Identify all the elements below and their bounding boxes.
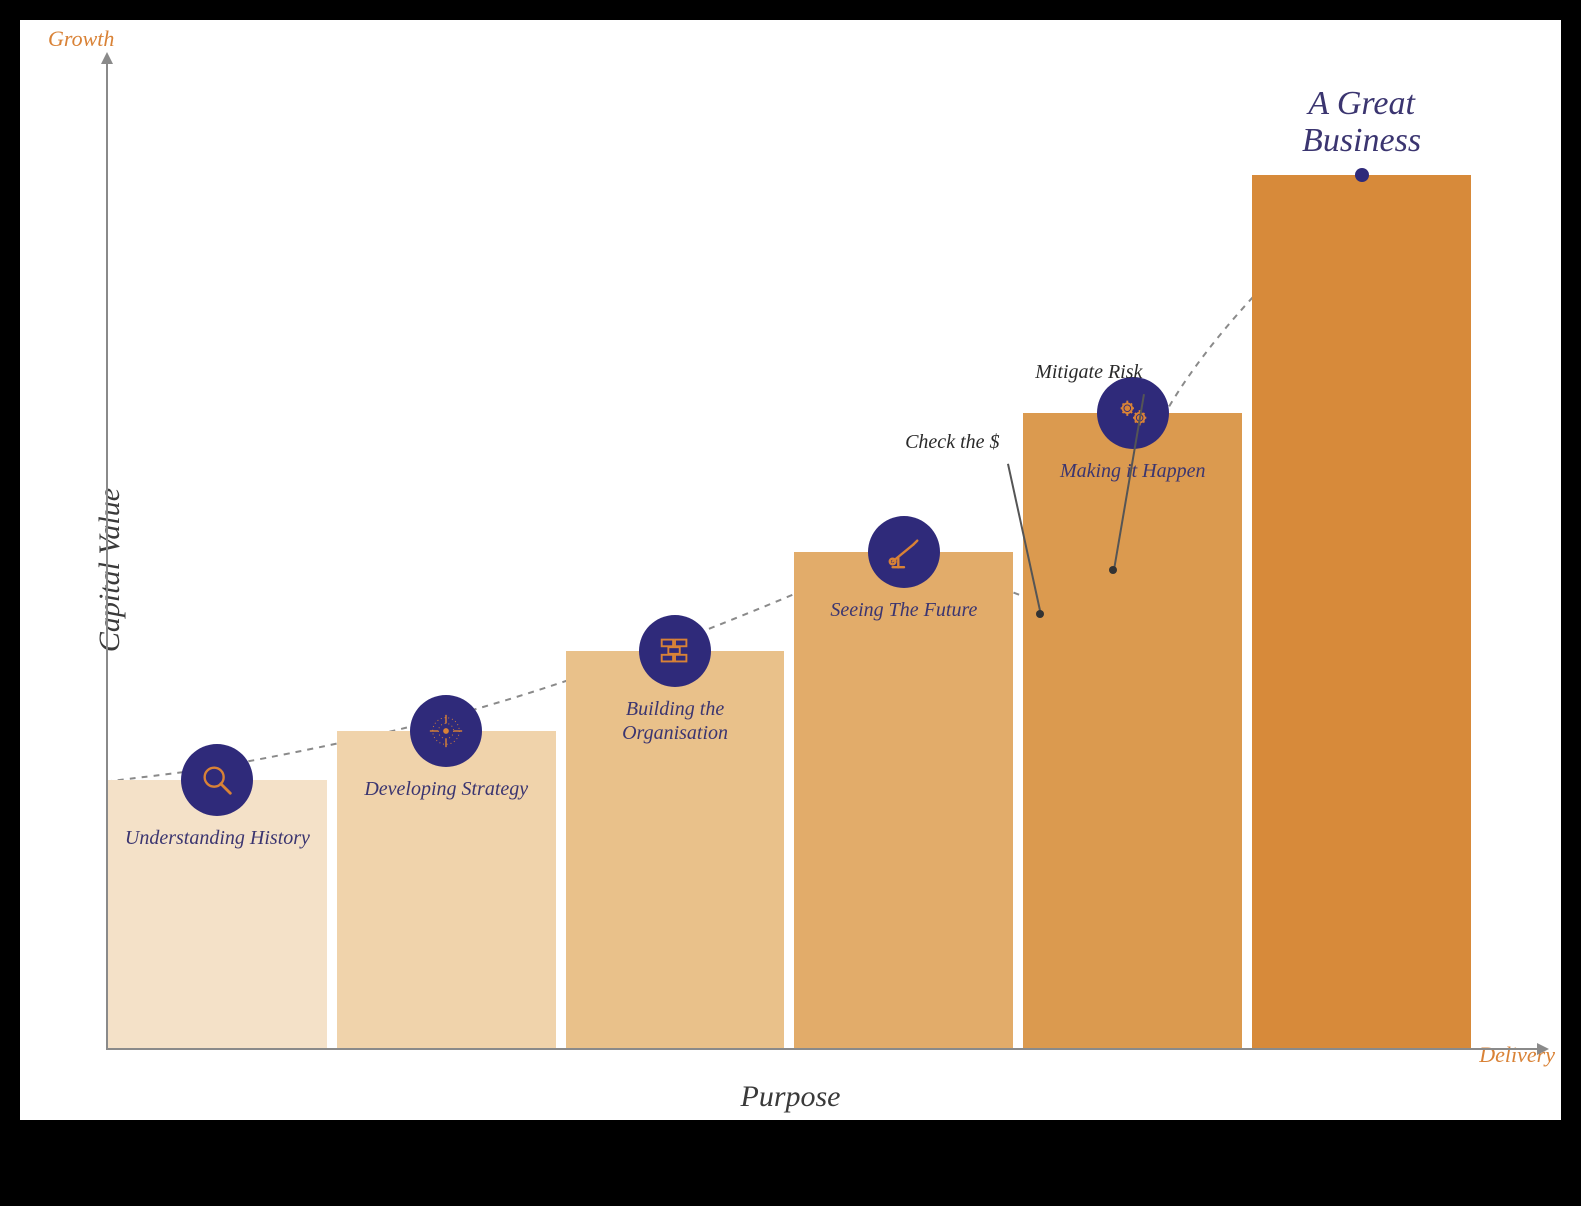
goal-dot-icon (1355, 168, 1369, 182)
bar-3: Building the Organisation (566, 651, 785, 1048)
outer-frame: Growth Delivery Capital Value Purpose Un… (0, 0, 1581, 1206)
annotation-label: Mitigate Risk (1035, 361, 1142, 384)
bar-2: Developing Strategy (337, 731, 556, 1048)
annotation-label: Check the $ (905, 431, 999, 454)
bar-label: Seeing The Future (805, 598, 1002, 622)
magnifier-icon (181, 744, 253, 816)
y-axis-end-label: Growth (48, 26, 114, 52)
target-icon (410, 695, 482, 767)
bars-container: Understanding History Developing Strategy… (108, 56, 1471, 1048)
bar-label: Building the Organisation (577, 697, 774, 745)
goal-label: A Great Business (1252, 85, 1471, 160)
bar-6: A Great Business (1252, 175, 1471, 1048)
x-axis-label: Purpose (741, 1080, 841, 1114)
telescope-icon (868, 516, 940, 588)
bar-4: Seeing The Future (794, 552, 1013, 1048)
bar-1: Understanding History (108, 780, 327, 1048)
chart-area: Understanding History Developing Strategy… (106, 56, 1471, 1050)
bricks-icon (639, 615, 711, 687)
bar-label: Developing Strategy (348, 777, 545, 801)
annotation-dot-icon (1036, 610, 1044, 618)
gears-icon (1097, 377, 1169, 449)
x-axis-arrow-icon (1537, 1043, 1549, 1055)
bar-label: Understanding History (119, 826, 316, 850)
chart-canvas: Growth Delivery Capital Value Purpose Un… (20, 20, 1561, 1120)
x-axis-line (106, 1048, 1541, 1050)
bar-5: Making it Happen (1023, 413, 1242, 1048)
